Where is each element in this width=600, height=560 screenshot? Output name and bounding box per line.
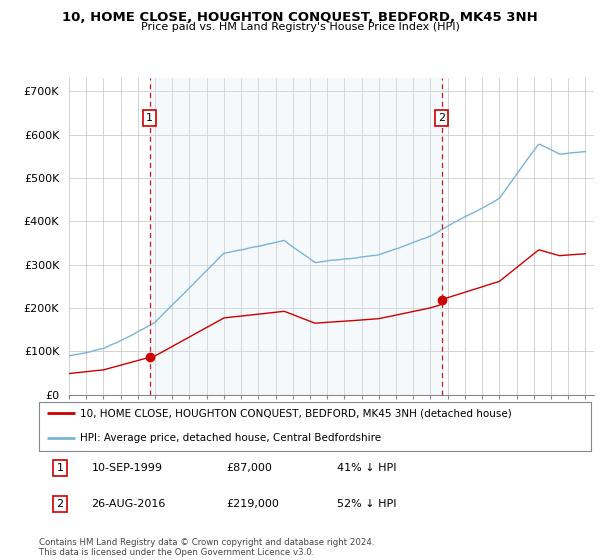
- Text: £219,000: £219,000: [227, 499, 280, 509]
- Text: 10, HOME CLOSE, HOUGHTON CONQUEST, BEDFORD, MK45 3NH (detached house): 10, HOME CLOSE, HOUGHTON CONQUEST, BEDFO…: [80, 408, 512, 418]
- Text: Contains HM Land Registry data © Crown copyright and database right 2024.
This d: Contains HM Land Registry data © Crown c…: [39, 538, 374, 557]
- Text: 2: 2: [438, 113, 445, 123]
- Text: 52% ↓ HPI: 52% ↓ HPI: [337, 499, 397, 509]
- Text: 10-SEP-1999: 10-SEP-1999: [91, 463, 163, 473]
- Text: HPI: Average price, detached house, Central Bedfordshire: HPI: Average price, detached house, Cent…: [80, 433, 382, 443]
- Text: 1: 1: [146, 113, 153, 123]
- Text: Price paid vs. HM Land Registry's House Price Index (HPI): Price paid vs. HM Land Registry's House …: [140, 22, 460, 32]
- Text: 26-AUG-2016: 26-AUG-2016: [91, 499, 166, 509]
- Text: 10, HOME CLOSE, HOUGHTON CONQUEST, BEDFORD, MK45 3NH: 10, HOME CLOSE, HOUGHTON CONQUEST, BEDFO…: [62, 11, 538, 24]
- Text: 1: 1: [56, 463, 64, 473]
- Text: 41% ↓ HPI: 41% ↓ HPI: [337, 463, 397, 473]
- Bar: [150, 78, 442, 395]
- Text: 2: 2: [56, 499, 64, 509]
- Text: £87,000: £87,000: [227, 463, 272, 473]
